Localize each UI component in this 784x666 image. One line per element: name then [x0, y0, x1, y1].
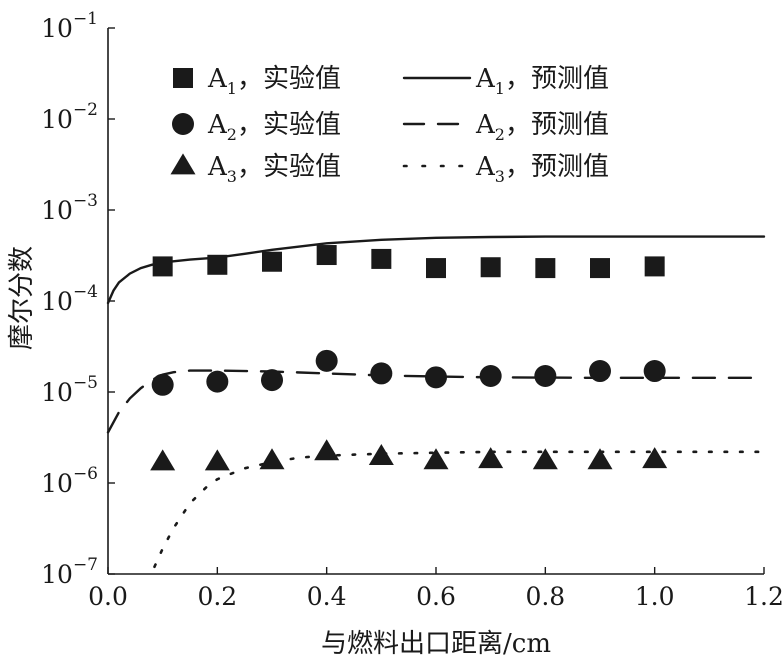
- data-point-square: [535, 258, 556, 279]
- y-tick-label: 10−2: [41, 100, 98, 134]
- data-point-circle: [315, 349, 338, 372]
- y-tick-label: 10−3: [41, 191, 98, 225]
- data-point-triangle: [587, 448, 613, 470]
- legend-circle-marker: [172, 113, 194, 135]
- data-point-square: [644, 256, 665, 277]
- y-tick-label: 10−4: [41, 282, 98, 316]
- data-point-square: [426, 258, 446, 279]
- legend-triangle-marker: [170, 153, 196, 175]
- data-point-triangle: [642, 447, 668, 469]
- y-tick-label: 10−5: [41, 373, 98, 407]
- legend-entry-label: A1，预测值: [475, 64, 609, 98]
- x-ticks: 0.0 0.2 0.4 0.6 0.8 1.0 1.2: [88, 567, 784, 611]
- x-tick-label: 0.8: [525, 582, 565, 611]
- data-point-circle: [534, 364, 557, 387]
- data-point-circle: [643, 360, 666, 383]
- legend-square-marker: [173, 68, 193, 88]
- predicted-lines: [106, 235, 766, 569]
- legend-entry-label: A3，实验值: [207, 152, 341, 186]
- data-point-triangle: [204, 449, 230, 471]
- x-tick-label: 1.0: [635, 582, 675, 611]
- data-point-triangle: [150, 449, 176, 471]
- data-point-circle: [151, 373, 174, 396]
- data-point-triangle: [478, 447, 504, 469]
- data-point-square: [480, 257, 501, 278]
- experimental-points: [150, 245, 668, 471]
- data-point-circle: [206, 370, 229, 393]
- data-point-triangle: [423, 448, 449, 470]
- legend-entry-label: A2，预测值: [475, 110, 609, 144]
- predicted-line-solid: [106, 235, 766, 305]
- data-point-triangle: [368, 444, 394, 466]
- data-point-square: [590, 258, 610, 279]
- data-point-triangle: [259, 448, 285, 470]
- data-point-circle: [589, 360, 611, 383]
- x-tick-label: 0.2: [197, 582, 237, 611]
- x-tick-label: 0.6: [416, 582, 456, 611]
- data-point-circle: [425, 366, 447, 389]
- x-tick-label: 0.4: [307, 582, 347, 611]
- data-point-square: [262, 251, 282, 272]
- x-tick-label: 0.0: [88, 582, 128, 611]
- data-point-square: [152, 256, 173, 277]
- data-point-square: [371, 248, 392, 269]
- data-point-triangle: [532, 448, 558, 470]
- data-point-square: [207, 254, 228, 275]
- y-axis-label: 摩尔分数: [7, 246, 37, 350]
- data-point-circle: [479, 364, 502, 387]
- data-point-circle: [261, 369, 283, 392]
- x-tick-label: 1.2: [744, 582, 784, 611]
- legend-entry-label: A3，预测值: [475, 152, 609, 186]
- predicted-line-dotted: [153, 450, 766, 569]
- y-tick-label: 10−7: [41, 555, 98, 589]
- x-axis-label: 与燃料出口距离/cm: [321, 629, 551, 659]
- legend: A1，实验值 A1，预测值 A2，实验值 A2，预测值 A3，实验值 A3，预测值: [170, 64, 609, 186]
- data-point-circle: [370, 362, 393, 385]
- data-point-square: [316, 245, 337, 266]
- axes: [107, 28, 764, 575]
- y-tick-label: 10−1: [41, 9, 98, 43]
- y-ticks: 10−1 10−2 10−3 10−4 10−5 10−6 10−7: [41, 9, 115, 589]
- legend-entry-label: A2，实验值: [207, 110, 341, 144]
- data-point-triangle: [314, 439, 340, 461]
- y-tick-label: 10−6: [41, 464, 98, 498]
- legend-entry-label: A1，实验值: [207, 64, 341, 98]
